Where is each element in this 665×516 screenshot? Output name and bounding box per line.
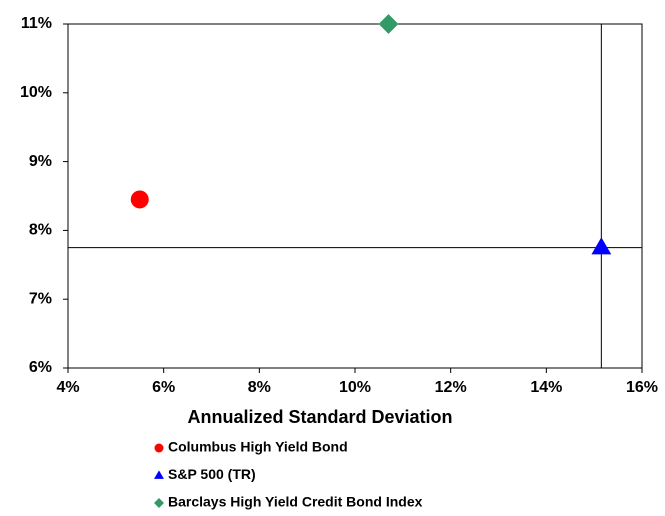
x-axis-title: Annualized Standard Deviation: [187, 407, 452, 427]
legend-marker: [154, 470, 164, 479]
x-tick-label: 14%: [530, 379, 562, 396]
plot-frame: [67, 23, 643, 369]
x-tick-label: 16%: [626, 379, 658, 396]
x-tick-label: 10%: [339, 379, 371, 396]
x-tick-label: 8%: [248, 379, 271, 396]
y-tick-label: 10%: [20, 84, 52, 101]
legend-marker: [154, 498, 164, 508]
point: [591, 237, 612, 255]
legend-label: S&P 500 (TR): [168, 466, 256, 482]
y-tick-label: 9%: [29, 153, 52, 170]
x-tick-label: 6%: [152, 379, 175, 396]
legend-marker: [154, 443, 164, 453]
x-tick-label: 12%: [435, 379, 467, 396]
x-tick-label: 4%: [56, 379, 79, 396]
point: [378, 14, 399, 34]
point: [130, 190, 149, 209]
legend-label: Columbus High Yield Bond: [168, 439, 348, 455]
y-tick-label: 6%: [29, 359, 52, 376]
y-tick-label: 11%: [21, 15, 52, 32]
legend-label: Barclays High Yield Credit Bond Index: [168, 494, 423, 510]
y-tick-label: 7%: [29, 290, 52, 307]
y-tick-label: 8%: [29, 222, 52, 239]
